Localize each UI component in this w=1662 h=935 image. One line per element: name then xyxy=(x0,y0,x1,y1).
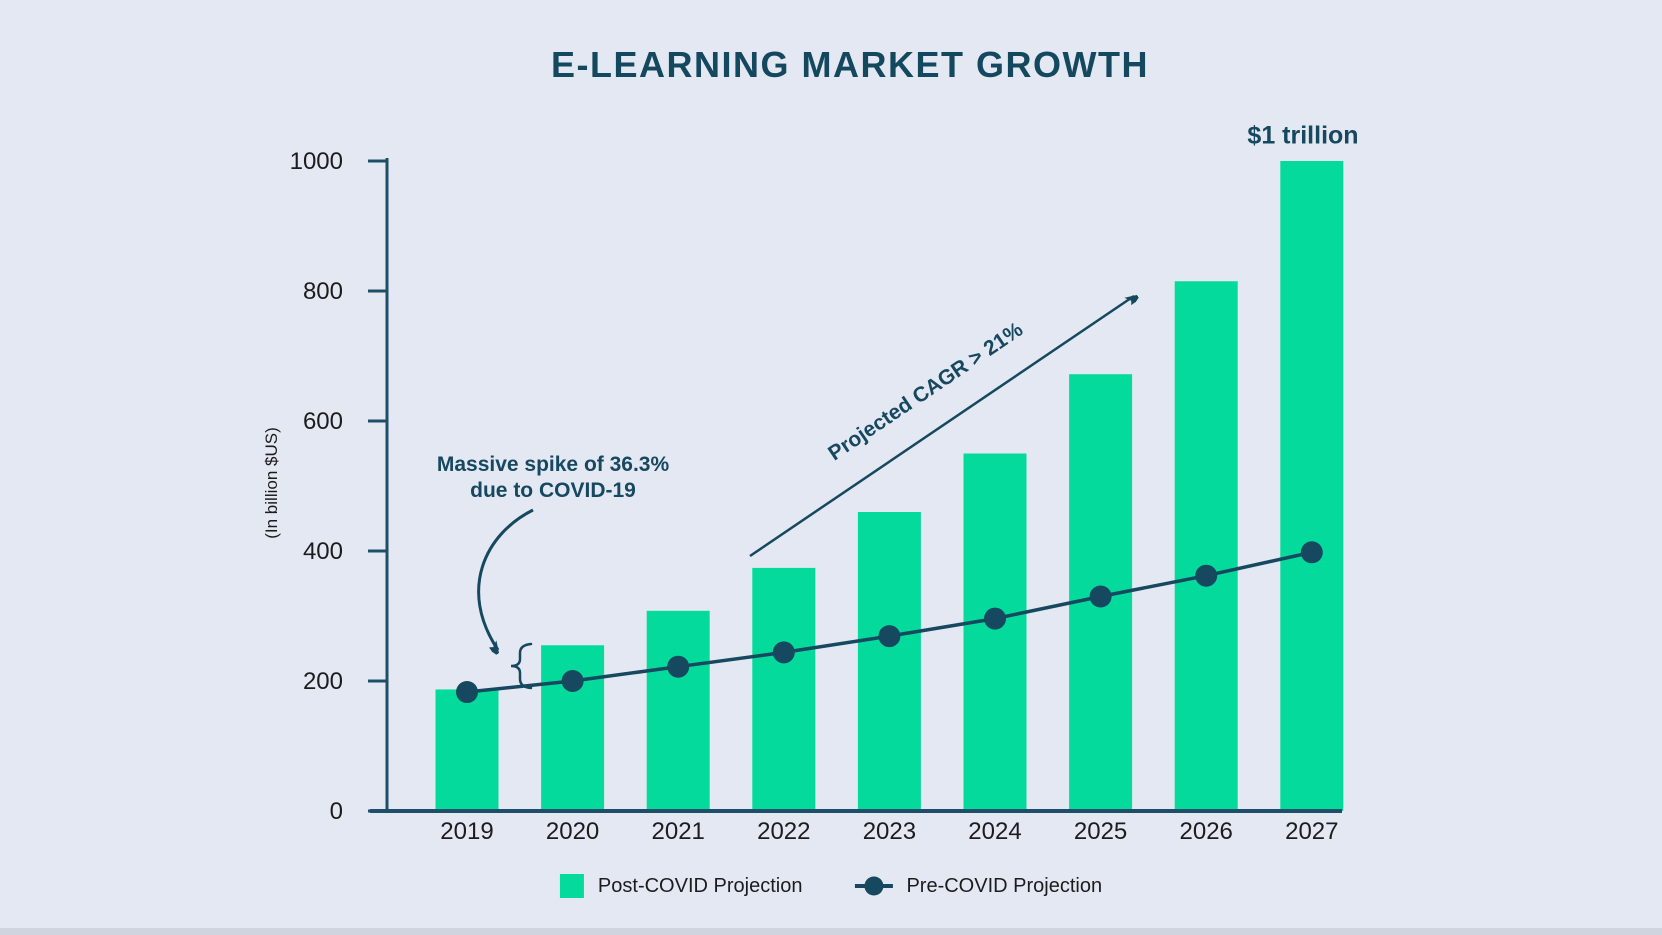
pre-covid-point-2025 xyxy=(1089,585,1112,608)
pre-covid-point-2022 xyxy=(772,641,795,664)
pre-covid-dot-icon xyxy=(863,876,883,896)
pre-covid-point-2019 xyxy=(456,681,478,704)
spike-brace xyxy=(510,642,533,690)
bar-2022 xyxy=(752,567,816,811)
bar-2024 xyxy=(963,453,1027,811)
x-label-2020: 2020 xyxy=(546,818,599,845)
annotation-spike-line2: due to COVID-19 xyxy=(470,479,636,502)
legend-item-pre-covid: Pre-COVID Projection xyxy=(854,875,1102,898)
pre-covid-point-2024 xyxy=(984,607,1006,630)
bar-2021 xyxy=(646,610,710,811)
bar-2019 xyxy=(435,689,499,811)
cagr-trend-arrow xyxy=(749,296,1134,558)
y-tick-label-200: 200 xyxy=(303,668,343,695)
pre-covid-point-2026 xyxy=(1195,564,1218,587)
annotation-spike-line1: Massive spike of 36.3% xyxy=(436,453,670,476)
chart-title: E-LEARNING MARKET GROWTH xyxy=(551,44,1149,85)
y-tick-label-400: 400 xyxy=(303,538,343,565)
x-label-2025: 2025 xyxy=(1074,818,1127,845)
legend-post-covid-label: Post-COVID Projection xyxy=(597,874,803,897)
x-label-2027: 2027 xyxy=(1285,818,1338,845)
y-tick-label-0: 0 xyxy=(330,798,343,825)
x-label-2021: 2021 xyxy=(652,818,705,845)
y-tick-label-800: 800 xyxy=(303,278,343,305)
legend-pre-covid-label: Pre-COVID Projection xyxy=(906,874,1103,897)
bar-2027 xyxy=(1280,161,1344,811)
x-label-2022: 2022 xyxy=(757,818,810,845)
bar-2026 xyxy=(1174,281,1238,811)
annotation-trillion: $1 trillion xyxy=(1247,121,1359,150)
annotation-spike: Massive spike of 36.3% due to COVID-19 xyxy=(437,452,669,504)
pre-covid-line-marker-icon xyxy=(854,876,893,896)
x-label-2024: 2024 xyxy=(968,818,1021,845)
x-label-2023: 2023 xyxy=(863,818,916,845)
legend-item-post-covid: Post-COVID Projection xyxy=(559,874,803,898)
pre-covid-point-2027 xyxy=(1300,541,1323,564)
spike-curved-arrow xyxy=(477,508,534,650)
pre-covid-point-2020 xyxy=(561,670,584,692)
bar-2023 xyxy=(857,512,921,811)
y-tick-label-1000: 1000 xyxy=(290,148,343,175)
pre-covid-point-2021 xyxy=(667,655,690,678)
y-tick-label-600: 600 xyxy=(303,408,343,435)
chart-legend: Post-COVID Projection Pre-COVID Projecti… xyxy=(559,874,1102,898)
x-label-2019: 2019 xyxy=(440,818,493,845)
footer-strip xyxy=(0,928,1662,935)
post-covid-swatch-icon xyxy=(559,874,584,898)
x-label-2026: 2026 xyxy=(1180,818,1233,845)
annotation-layer xyxy=(477,296,1134,690)
pre-covid-point-2023 xyxy=(878,625,901,648)
